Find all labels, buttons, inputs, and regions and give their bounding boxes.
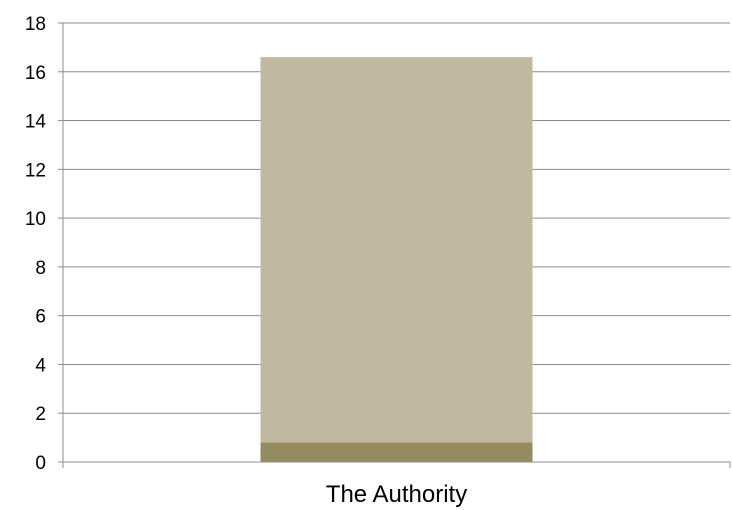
- bar-segment-1-0: [260, 57, 533, 443]
- y-tick-label-2: 2: [35, 404, 46, 425]
- y-tick-label-12: 12: [25, 160, 46, 181]
- y-tick-label-14: 14: [25, 112, 47, 133]
- bar-segment-0-0: [260, 442, 533, 462]
- y-tick-label-4: 4: [35, 355, 46, 376]
- y-tick-label-0: 0: [35, 453, 46, 474]
- bars: [260, 57, 533, 462]
- y-tick-label-10: 10: [25, 209, 46, 230]
- y-tick-label-16: 16: [25, 63, 46, 84]
- y-tick-label-6: 6: [35, 307, 46, 328]
- y-tick-label-18: 18: [25, 14, 46, 35]
- axes: [58, 22, 731, 468]
- x-category-label: The Authority: [326, 481, 467, 508]
- y-tick-label-8: 8: [35, 258, 46, 279]
- labels: 0 2 4 6 8 10 12 14 16 18 The Authority: [25, 14, 467, 508]
